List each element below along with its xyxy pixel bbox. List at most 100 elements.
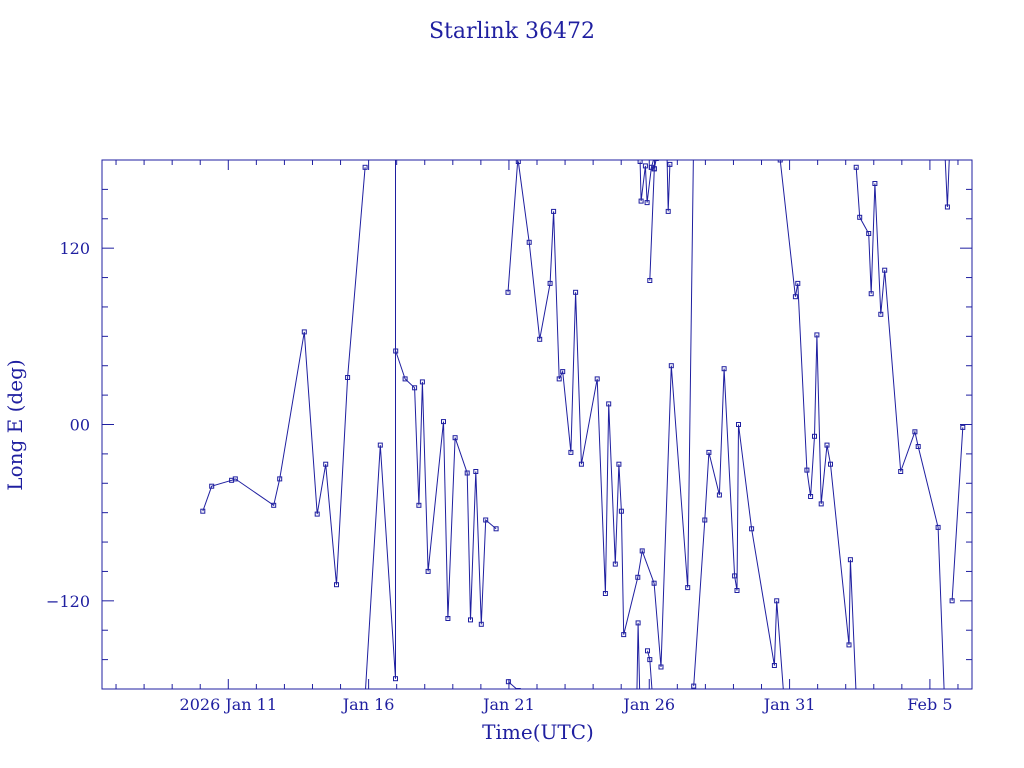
data-point-marker <box>209 483 215 489</box>
data-point-marker <box>872 181 878 186</box>
data-point-marker <box>537 336 543 342</box>
data-point-marker <box>912 429 918 435</box>
data-point-marker <box>505 289 511 295</box>
data-point-marker <box>804 467 810 473</box>
data-point-marker <box>602 591 608 596</box>
data-point-marker <box>706 449 712 455</box>
data-point-marker <box>846 642 852 648</box>
x-tick-label: Jan 26 <box>621 695 675 714</box>
data-point-marker <box>847 557 853 563</box>
data-point-marker <box>668 363 674 369</box>
data-point-marker <box>416 502 422 508</box>
chart-title: Starlink 36472 <box>429 19 595 44</box>
data-point-marker <box>505 679 511 685</box>
data-point-marker <box>960 424 966 430</box>
x-tick-label: Jan 21 <box>481 695 535 714</box>
data-point-marker <box>658 664 664 670</box>
data-point-marker <box>516 151 520 155</box>
data-point-marker <box>732 573 738 579</box>
data-point-marker <box>464 470 470 476</box>
data-point-marker <box>668 139 672 143</box>
data-point-marker <box>818 501 824 507</box>
data-point-marker <box>777 160 783 163</box>
data-point-marker <box>639 548 645 554</box>
data-point-marker <box>412 385 418 391</box>
data-point-marker <box>271 502 277 508</box>
data-point-marker <box>667 161 673 167</box>
data-point-marker <box>655 148 659 152</box>
data-point-marker <box>635 574 641 580</box>
y-axis-tick-labels: −120 00 120 <box>46 239 90 611</box>
data-point-marker <box>692 132 696 136</box>
data-point-marker <box>452 435 458 441</box>
data-point-marker <box>478 621 484 627</box>
data-point-marker <box>362 164 368 170</box>
data-point-marker <box>621 632 627 638</box>
data-point-marker <box>814 332 820 338</box>
series-line <box>636 160 950 689</box>
data-point-marker <box>702 517 708 523</box>
data-point-marker <box>949 598 955 604</box>
data-point-marker <box>345 375 351 380</box>
y-axis-title: Long E (deg) <box>3 359 27 490</box>
data-point-marker <box>685 585 691 591</box>
data-point-marker <box>323 461 329 467</box>
data-point-marker <box>691 683 697 689</box>
data-point-marker <box>637 160 643 164</box>
data-point-marker <box>795 280 801 286</box>
data-point-marker <box>828 461 833 467</box>
data-point-marker <box>915 444 921 449</box>
data-point-marker <box>200 508 206 514</box>
data-point-marker <box>942 129 946 133</box>
data-point-marker <box>824 442 830 448</box>
data-point-marker <box>721 366 727 372</box>
data-point-marker <box>612 561 618 567</box>
x-axis-ticks <box>115 160 959 689</box>
x-tick-label: Jan 31 <box>762 695 816 714</box>
data-point-marker <box>493 526 499 532</box>
data-point-marker <box>645 648 650 654</box>
data-point-marker <box>774 598 780 604</box>
data-point-marker <box>642 163 648 169</box>
data-point-marker <box>944 204 950 210</box>
data-point-marker <box>749 526 755 532</box>
data-point-marker <box>647 278 653 283</box>
plot-frame <box>101 159 973 690</box>
data-point-marker <box>653 143 657 147</box>
data-point-marker <box>515 160 521 164</box>
data-point-marker <box>644 200 650 206</box>
y-tick-label: 120 <box>59 239 90 258</box>
data-point-marker <box>277 476 283 482</box>
data-point-marker <box>808 494 814 499</box>
data-point-marker <box>853 164 859 170</box>
data-point-marker <box>948 143 952 147</box>
data-point-marker <box>771 663 777 668</box>
data-point-marker <box>556 376 562 382</box>
data-point-marker <box>868 291 874 297</box>
data-point-marker <box>393 348 399 354</box>
y-tick-label: 00 <box>70 416 90 435</box>
data-point-marker <box>314 511 320 517</box>
data-point-marker <box>402 376 408 382</box>
data-point-marker <box>812 433 817 439</box>
data-point-marker <box>638 198 644 204</box>
data-point-marker <box>468 617 473 623</box>
data-point-marker <box>866 231 872 236</box>
data-point-marker <box>393 676 398 682</box>
x-tick-label: Jan 16 <box>341 695 395 714</box>
data-point-marker <box>568 449 574 455</box>
data-point-marker <box>665 143 669 147</box>
data-point-marker <box>857 214 863 220</box>
data-point-marker <box>394 148 398 152</box>
data-point-marker <box>898 469 904 474</box>
plot-area <box>101 129 973 690</box>
data-point-marker <box>419 379 425 385</box>
data-point-marker <box>578 461 584 467</box>
data-point-marker <box>526 239 532 245</box>
y-tick-label: −120 <box>46 592 90 611</box>
data-point-marker <box>647 657 653 663</box>
series-layer <box>202 160 964 689</box>
data-point-marker <box>483 517 489 523</box>
series-line <box>202 160 964 689</box>
